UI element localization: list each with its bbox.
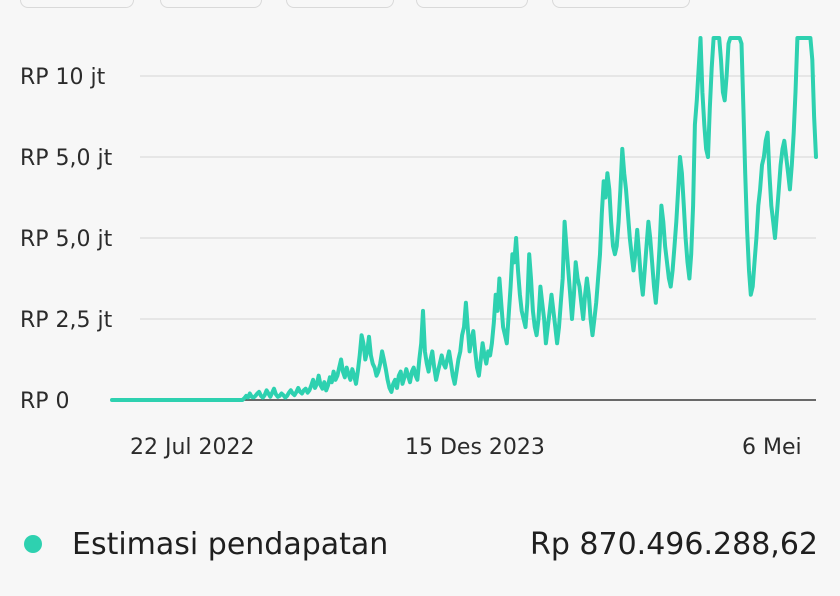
legend-dot-icon — [24, 535, 42, 553]
y-tick-label: RP 5,0 jt — [20, 227, 113, 252]
y-tick-label: RP 2,5 jt — [20, 308, 113, 333]
grid-lines — [140, 75, 816, 401]
legend: Estimasi pendapatan Rp 870.496.288,62 — [24, 522, 824, 566]
filter-chip-row — [0, 0, 840, 8]
x-tick-label: 22 Jul 2022 — [130, 435, 255, 460]
legend-label: Estimasi pendapatan — [72, 526, 389, 562]
x-tick-label: 15 Des 2023 — [405, 435, 545, 460]
y-axis-ticks: RP 10 jt RP 5,0 jt RP 5,0 jt RP 2,5 jt R… — [20, 65, 113, 414]
y-tick-label: RP 5,0 jt — [20, 146, 113, 171]
y-tick-label: RP 0 — [20, 389, 70, 414]
x-axis-ticks: 22 Jul 2022 15 Des 2023 6 Mei — [130, 435, 802, 460]
x-tick-label: 6 Mei — [742, 435, 802, 460]
legend-total-value: Rp 870.496.288,62 — [530, 526, 818, 562]
y-tick-label: RP 10 jt — [20, 65, 106, 90]
revenue-line-chart: RP 10 jt RP 5,0 jt RP 5,0 jt RP 2,5 jt R… — [20, 36, 818, 460]
series-line-estimasi-pendapatan — [110, 36, 818, 402]
